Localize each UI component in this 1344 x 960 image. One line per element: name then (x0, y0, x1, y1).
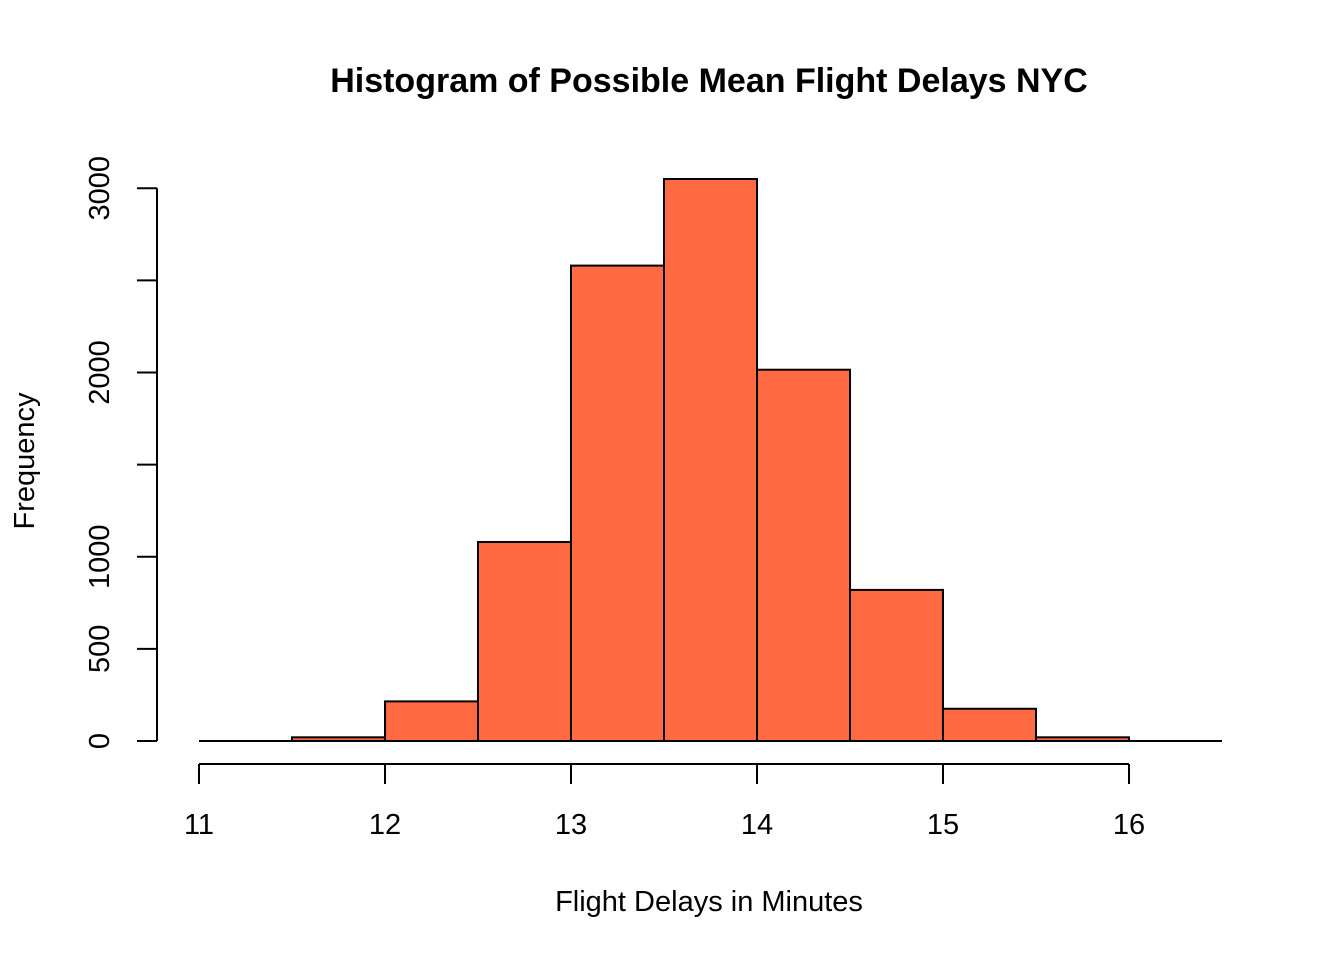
histogram-bar (477, 540, 572, 742)
x-axis-label: Flight Delays in Minutes (555, 886, 863, 918)
y-axis: 0 500 1000 2000 3000 (84, 156, 158, 749)
x-tick-label: 11 (184, 809, 214, 841)
x-tick-label: 14 (741, 809, 773, 841)
x-tick-label: 12 (369, 809, 401, 841)
histogram-bar (384, 700, 479, 742)
histogram-bar (756, 368, 851, 742)
y-tick-label: 1000 (84, 524, 116, 589)
chart-title: Histogram of Possible Mean Flight Delays… (330, 62, 1088, 100)
histogram-bar (849, 588, 944, 742)
y-tick-label: 2000 (84, 340, 116, 405)
y-tick-label: 3000 (84, 156, 116, 221)
x-tick-label: 13 (555, 809, 587, 841)
x-tick-label: 16 (1113, 809, 1145, 841)
y-axis-label: Frequency (9, 392, 41, 530)
x-axis: 11 12 13 14 15 16 (184, 763, 1145, 841)
histogram-bar (570, 264, 665, 742)
histogram-bar (942, 707, 1037, 742)
y-tick-label: 0 (84, 733, 116, 749)
x-tick-label: 15 (927, 809, 959, 841)
histogram-bars (291, 178, 1130, 743)
y-tick-label: 500 (84, 625, 116, 673)
histogram-bar (663, 178, 758, 742)
